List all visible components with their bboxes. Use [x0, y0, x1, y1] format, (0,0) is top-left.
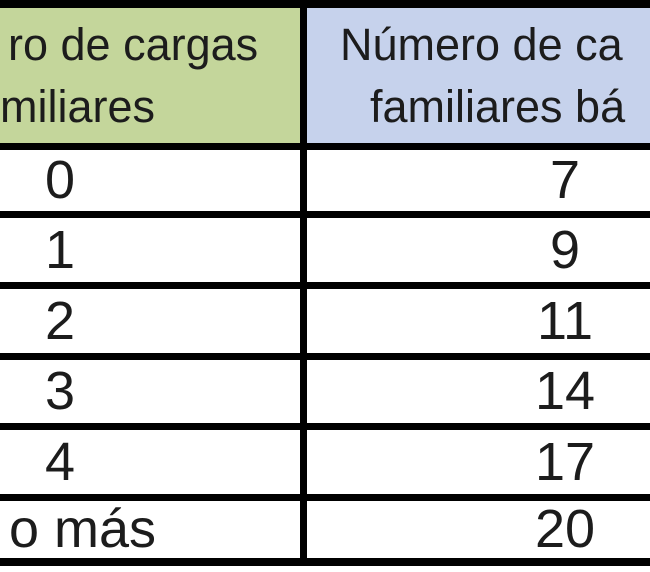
header-right-line1: Número de ca — [340, 18, 623, 70]
column-divider — [300, 0, 307, 566]
row6-cargas-value: 5 o más — [0, 499, 157, 559]
row6-canasta-value: 20 — [534, 499, 596, 559]
header-left-line1: ro de cargas — [8, 18, 259, 70]
row1-cargas-value: 0 — [44, 150, 76, 210]
row5-canasta-value: 17 — [534, 432, 596, 492]
grid-line-5 — [0, 423, 650, 430]
row3-cargas-value: 2 — [44, 291, 76, 351]
grid-line-3 — [0, 282, 650, 289]
row4-canasta-value: 14 — [534, 361, 596, 421]
row4-cargas-value: 3 — [44, 361, 76, 421]
row3-canasta-value: 11 — [536, 291, 594, 351]
header-cell-canastas-basicas — [307, 8, 650, 143]
header-right-line2: familiares bá — [370, 80, 626, 132]
table-border-bottom — [0, 558, 650, 566]
grid-line-1 — [0, 143, 650, 150]
grid-line-2 — [0, 211, 650, 218]
header-left-text: ro de cargas miliares — [0, 8, 300, 143]
grid-line-4 — [0, 353, 650, 360]
row2-cargas-value: 1 — [44, 220, 76, 280]
grid-line-6 — [0, 494, 650, 501]
row5-cargas-value: 4 — [44, 432, 76, 492]
header-left-line2: miliares — [0, 80, 156, 132]
header-cell-cargas-familiares — [0, 8, 300, 143]
row2-canasta-value: 9 — [549, 220, 581, 280]
row1-canasta-value: 7 — [549, 150, 581, 210]
header-right-text: Número de ca familiares bá — [307, 8, 650, 143]
table-border-top — [0, 0, 650, 8]
